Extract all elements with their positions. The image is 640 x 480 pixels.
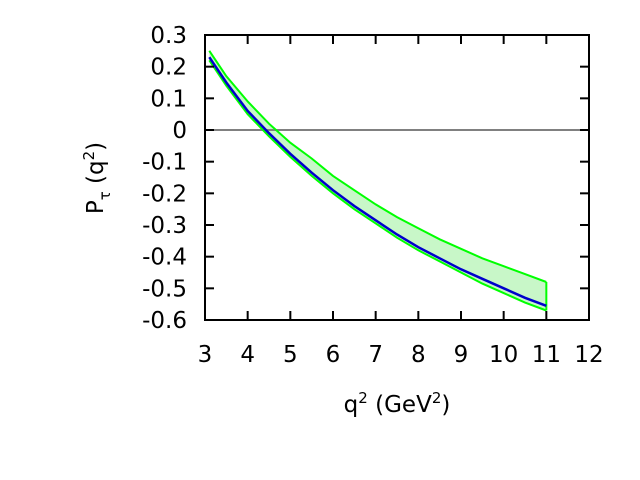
band-upper-edge: [208, 50, 547, 283]
y-tick-label: -0.4: [142, 245, 187, 271]
uncertainty-band: [209, 50, 547, 311]
y-tick-label: -0.3: [142, 213, 187, 239]
plot-frame: [204, 34, 590, 321]
x-tick-label: 4: [240, 342, 255, 368]
x-tick-label: 11: [532, 342, 561, 368]
y-tick-label: 0.1: [150, 86, 187, 112]
y-tick-label: -0.2: [142, 181, 187, 207]
y-tick-label: 0.3: [150, 23, 187, 49]
y-tick-label: 0: [172, 118, 187, 144]
x-tick-label: 3: [198, 342, 213, 368]
x-tick-label: 12: [574, 342, 603, 368]
y-tick-label: -0.6: [142, 308, 187, 334]
x-tick-label: 9: [454, 342, 469, 368]
series-line-0: [208, 56, 547, 307]
band-lower-edge: [208, 59, 547, 312]
x-tick-label: 10: [489, 342, 518, 368]
y-tick-label: -0.5: [142, 276, 187, 302]
x-tick-label: 7: [368, 342, 383, 368]
y-tick-label: -0.1: [142, 150, 187, 176]
y-axis-label: Pτ (q2): [80, 142, 114, 214]
x-tick-label: 6: [326, 342, 341, 368]
y-tick-label: 0.2: [150, 55, 187, 81]
x-tick-label: 8: [411, 342, 426, 368]
axes: 3 4 5 6 7 8 9 10 11 12 0.3 0.2 0.1 0 -0.1 -0.2 -0.3 -0.4 -…: [142, 23, 604, 368]
plot-area: [205, 50, 589, 312]
x-axis-label: q2 (GeV2): [344, 389, 451, 418]
x-tick-label: 5: [283, 342, 298, 368]
